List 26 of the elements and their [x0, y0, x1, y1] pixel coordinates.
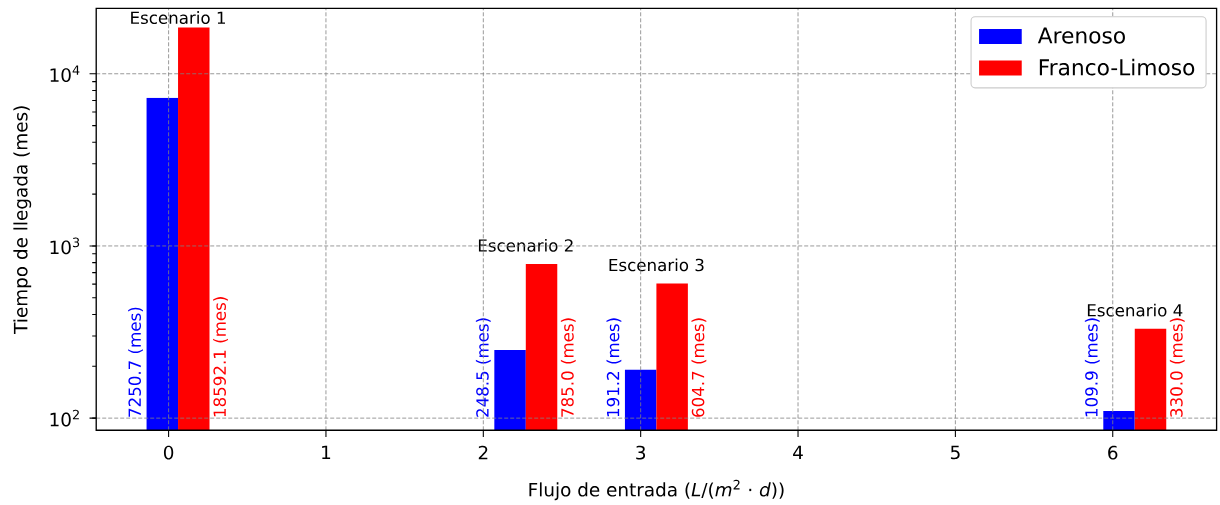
- legend-label: Franco-Limoso: [1039, 58, 1195, 76]
- annotation: Escenario 4: [1087, 303, 1183, 317]
- y-tick-label: 10$^{4}$: [50, 65, 80, 83]
- x-tick-label: 2: [478, 445, 488, 460]
- data-label: 785.0 (mes): [560, 318, 576, 417]
- data-label: 109.9 (mes): [1084, 318, 1100, 417]
- annotation: Escenario 1: [131, 11, 225, 25]
- x-tick-label: 3: [636, 445, 646, 460]
- data-label: 604.7 (mes): [691, 318, 707, 417]
- data-label: 191.2 (mes): [606, 318, 622, 417]
- x-tick-label: 4: [793, 445, 803, 460]
- data-label: 7250.7 (mes): [128, 307, 143, 417]
- x-tick-label: 6: [1108, 445, 1118, 460]
- y-axis-title: Tiempo de llegada (mes): [13, 106, 32, 334]
- x-axis-title: Flujo de entrada (L/(m$^{2}$ · d)): [529, 479, 784, 501]
- y-tick-label: 10$^{3}$: [50, 237, 80, 255]
- data-label: 330.0 (mes): [1169, 318, 1185, 417]
- x-tick-label: 5: [950, 445, 960, 460]
- legend-label: Arenoso: [1037, 27, 1125, 44]
- data-label: 18592.1 (mes): [213, 297, 228, 417]
- annotation: Escenario 3: [609, 258, 704, 272]
- x-tick-label: 1: [322, 445, 331, 460]
- x-tick-label: 0: [163, 445, 174, 460]
- data-label: 248.5 (mes): [475, 318, 491, 417]
- y-tick-label: 10$^{2}$: [50, 409, 79, 427]
- annotation: Escenario 2: [478, 238, 573, 252]
